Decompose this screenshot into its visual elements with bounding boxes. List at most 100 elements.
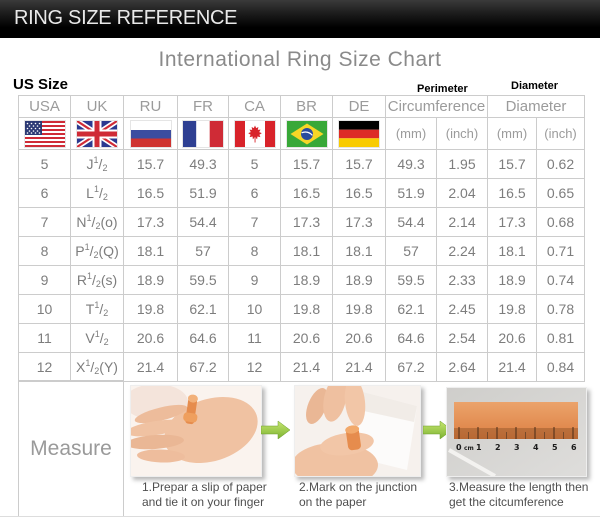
circumference-inch-cell: 1.95 [436,149,488,179]
de-size-cell: 16.5 [332,178,386,208]
ca-size-cell: 10 [228,294,281,324]
uk-flag-icon [70,117,124,150]
circumference-mm-cell: 62.1 [385,294,437,324]
uk-size-cell: N1/2(o) [70,207,124,237]
ru-size-cell: 15.7 [123,149,178,179]
size-table-row: 10 T1/2 19.8 62.1 10 19.8 19.8 62.1 2.45 19.8 0.78 [18,294,586,324]
br-size-cell: 18.1 [280,236,333,266]
svg-text:2: 2 [495,443,501,452]
diameter-mm-cell: 19.8 [487,294,537,324]
step3-caption-line2: get the citcumference [449,495,564,509]
ru-size-cell: 20.6 [123,323,178,353]
ca-size-cell: 12 [228,352,281,382]
marking-paper-illustration [295,386,420,476]
fr-size-cell: 67.2 [177,352,229,382]
size-table-row: 8 P1/2(Q) 18.1 57 8 18.1 18.1 57 2.24 18.1 0.71 [18,236,586,266]
col-header-diameter: Diameter [486,95,586,118]
circumference-mm-cell: 49.3 [385,149,437,179]
fr-size-cell: 51.9 [177,178,229,208]
circumference-inch-cell: 2.14 [436,207,488,237]
svg-text:cm: cm [464,445,474,452]
circumference-inch-cell: 2.45 [436,294,488,324]
br-size-cell: 21.4 [280,352,333,382]
br-size-cell: 16.5 [280,178,333,208]
col-header-circumference: Circumference [385,95,488,118]
br-size-cell: 18.9 [280,265,333,295]
size-table-row: 7 N1/2(o) 17.3 54.4 7 17.3 17.3 54.4 2.14 17.3 0.6… [18,207,586,237]
svg-text:1: 1 [476,443,482,452]
de-size-cell: 21.4 [332,352,386,382]
france-flag-icon [177,117,229,150]
fr-size-cell: 49.3 [177,149,229,179]
circumference-mm-header: (mm) [385,117,437,150]
size-table-row: 6 L1/2 16.5 51.9 6 16.5 16.5 51.9 2.04 16.5 0.65 [18,178,586,208]
ring-size-table: USA UK RU FR CA BR DE Circumference Diam… [18,95,586,382]
uk-size-cell: L1/2 [70,178,124,208]
col-header-fr: FR [177,95,229,118]
diameter-mm-cell: 17.3 [487,207,537,237]
circumference-mm-cell: 59.5 [385,265,437,295]
ca-size-cell: 7 [228,207,281,237]
diameter-inch-cell: 0.81 [535,323,586,353]
uk-size-cell: X1/2(Y) [70,352,124,382]
fr-size-cell: 59.5 [177,265,229,295]
fr-size-cell: 62.1 [177,294,229,324]
germany-flag-icon [332,117,386,150]
ru-size-cell: 19.8 [123,294,178,324]
svg-text:3: 3 [514,443,520,452]
br-size-cell: 15.7 [280,149,333,179]
usa-size-cell: 12 [18,352,71,382]
ruler-scale-labels: 0 cm 1 2 3 4 5 6 [456,443,577,452]
diameter-inch-cell: 0.65 [535,178,586,208]
perimeter-label: Perimeter [417,83,468,95]
diameter-mm-cell: 18.1 [487,236,537,266]
step3-caption-line1: 3.Measure the length then [449,480,589,494]
hand-with-paper-ring-illustration [131,386,261,476]
size-table-body: 5 J1/2 15.7 49.3 5 15.7 15.7 49.3 1.95 15.7 0.62 6 L… [18,149,586,382]
de-size-cell: 18.1 [332,236,386,266]
fr-size-cell: 57 [177,236,229,266]
size-table-row: 11 V1/2 20.6 64.6 11 20.6 20.6 64.6 2.54 20.6 0.81 [18,323,586,353]
flag-header-row: (mm) (inch) (mm) (inch) [18,117,586,150]
usa-size-cell: 8 [18,236,71,266]
page-header-bar: RING SIZE REFERENCE [0,0,600,38]
diameter-inch-cell: 0.78 [535,294,586,324]
fr-size-cell: 64.6 [177,323,229,353]
br-size-cell: 17.3 [280,207,333,237]
size-table-row: 5 J1/2 15.7 49.3 5 15.7 15.7 49.3 1.95 15.7 0.62 [18,149,586,179]
col-header-ru: RU [123,95,178,118]
ru-size-cell: 18.9 [123,265,178,295]
circumference-inch-header: (inch) [436,117,488,150]
svg-text:5: 5 [552,443,558,452]
col-header-usa: USA [18,95,71,118]
circumference-mm-cell: 54.4 [385,207,437,237]
uk-size-cell: P1/2(Q) [70,236,124,266]
step1-caption-line2: and tie it on your finger [142,495,265,509]
size-table-row: 12 X1/2(Y) 21.4 67.2 12 21.4 21.4 67.2 2.64 21.4 0… [18,352,586,382]
usa-size-cell: 10 [18,294,71,324]
circumference-mm-cell: 57 [385,236,437,266]
br-size-cell: 20.6 [280,323,333,353]
col-header-br: BR [280,95,333,118]
circumference-inch-cell: 2.54 [436,323,488,353]
country-header-row: USA UK RU FR CA BR DE Circumference Diam… [18,95,586,118]
step2-caption-line2: on the paper [299,495,367,509]
diameter-inch-cell: 0.84 [535,352,586,382]
page-title: RING SIZE REFERENCE [14,7,238,29]
diameter-inch-cell: 0.68 [535,207,586,237]
circumference-mm-cell: 51.9 [385,178,437,208]
col-header-ca: CA [228,95,281,118]
ru-size-cell: 16.5 [123,178,178,208]
step1-caption-line1: 1.Prepar a slip of paper [142,480,267,494]
diameter-mm-header: (mm) [487,117,537,150]
size-table-row: 9 R1/2(s) 18.9 59.5 9 18.9 18.9 59.5 2.33 18.9 0.7… [18,265,586,295]
measure-label-cell: Measure [18,380,124,517]
ca-size-cell: 11 [228,323,281,353]
usa-size-cell: 11 [18,323,71,353]
col-header-de: DE [332,95,386,118]
diameter-mm-cell: 16.5 [487,178,537,208]
ca-size-cell: 5 [228,149,281,179]
diameter-inch-cell: 0.62 [535,149,586,179]
ru-size-cell: 21.4 [123,352,178,382]
ru-size-cell: 17.3 [123,207,178,237]
